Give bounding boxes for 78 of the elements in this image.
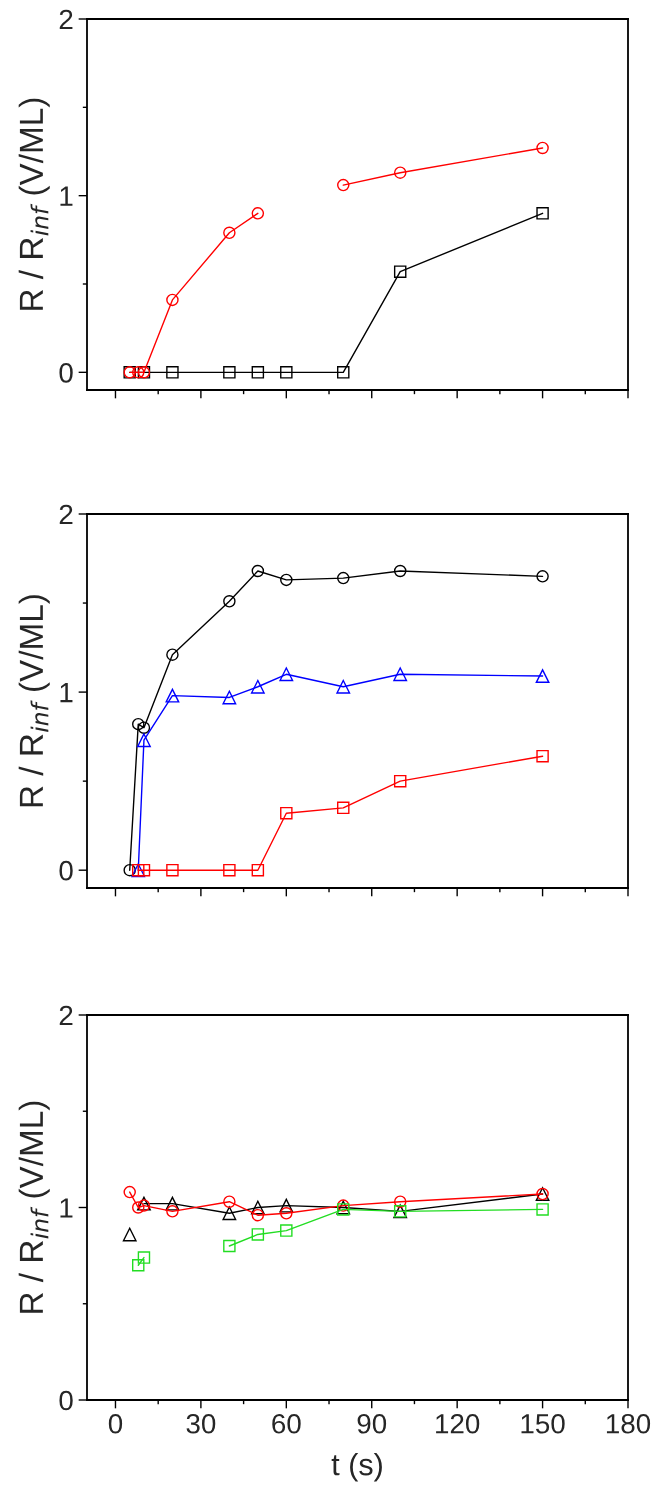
point bbox=[132, 1258, 145, 1272]
point bbox=[280, 1207, 293, 1220]
point bbox=[137, 721, 151, 734]
point bbox=[535, 669, 550, 684]
x-tick-label: 60 bbox=[272, 1413, 301, 1434]
y-tick-label: 2 bbox=[59, 1005, 73, 1026]
point bbox=[337, 178, 350, 192]
point bbox=[279, 667, 294, 682]
point bbox=[132, 717, 145, 731]
point bbox=[122, 1227, 137, 1242]
x-tick-label: 30 bbox=[186, 1413, 216, 1434]
x-axis-title: t (s) bbox=[331, 1452, 382, 1482]
point bbox=[251, 1208, 265, 1222]
point bbox=[222, 690, 237, 705]
y-tick-label: 2 bbox=[59, 504, 73, 525]
point bbox=[280, 366, 293, 379]
point bbox=[393, 265, 407, 278]
point bbox=[250, 679, 265, 694]
point bbox=[137, 1251, 151, 1264]
x-tick-label: 180 bbox=[606, 1413, 651, 1434]
point bbox=[337, 801, 350, 815]
point bbox=[280, 806, 293, 820]
point bbox=[251, 366, 265, 379]
point bbox=[223, 595, 236, 608]
point bbox=[223, 1239, 236, 1253]
point bbox=[166, 1205, 179, 1218]
point bbox=[280, 573, 293, 587]
point bbox=[336, 679, 351, 694]
point bbox=[166, 293, 179, 307]
point bbox=[223, 863, 236, 877]
y-axis-title: R / R$_{inf}$ (V/ML) bbox=[18, 595, 50, 807]
y-tick-label: 0 bbox=[59, 1390, 73, 1411]
point bbox=[123, 863, 136, 877]
point bbox=[280, 1224, 293, 1237]
point bbox=[166, 366, 179, 379]
point bbox=[132, 1201, 145, 1214]
point bbox=[166, 648, 179, 661]
point bbox=[536, 749, 549, 763]
point bbox=[337, 366, 350, 379]
point bbox=[165, 688, 180, 703]
y-axis-title: R / R$_{inf}$ (V/ML) bbox=[18, 1101, 50, 1313]
point bbox=[251, 863, 265, 877]
point bbox=[536, 207, 549, 220]
point bbox=[223, 1195, 236, 1208]
y-tick-label: 1 bbox=[60, 186, 73, 206]
y-tick-label: 2 bbox=[59, 9, 73, 30]
point bbox=[223, 366, 236, 379]
point bbox=[536, 141, 549, 155]
y-tick-label: 1 bbox=[60, 1198, 73, 1218]
point bbox=[222, 1206, 237, 1221]
x-tick-label: 150 bbox=[521, 1413, 565, 1434]
point bbox=[166, 863, 179, 877]
point bbox=[123, 1185, 136, 1199]
point bbox=[132, 366, 145, 379]
point bbox=[337, 571, 350, 585]
point bbox=[250, 1200, 265, 1215]
point bbox=[536, 570, 549, 583]
x-tick-label: 90 bbox=[357, 1413, 387, 1434]
point bbox=[251, 207, 265, 220]
point bbox=[393, 774, 407, 788]
point bbox=[536, 1203, 549, 1216]
y-tick-label: 0 bbox=[59, 860, 73, 881]
point bbox=[165, 1196, 180, 1211]
point bbox=[393, 166, 407, 179]
point bbox=[137, 733, 151, 748]
x-tick-label: 0 bbox=[108, 1413, 123, 1434]
point bbox=[251, 564, 265, 578]
y-tick-label: 1 bbox=[60, 683, 73, 703]
point bbox=[393, 667, 408, 682]
point bbox=[251, 1228, 265, 1241]
point bbox=[279, 1198, 294, 1213]
x-tick-label: 120 bbox=[436, 1413, 480, 1434]
point bbox=[393, 1195, 407, 1208]
point bbox=[223, 226, 236, 240]
point bbox=[137, 863, 151, 877]
y-axis-title: R / R$_{inf}$ (V/ML) bbox=[18, 98, 50, 310]
point bbox=[393, 564, 407, 578]
y-tick-label: 0 bbox=[59, 363, 73, 383]
